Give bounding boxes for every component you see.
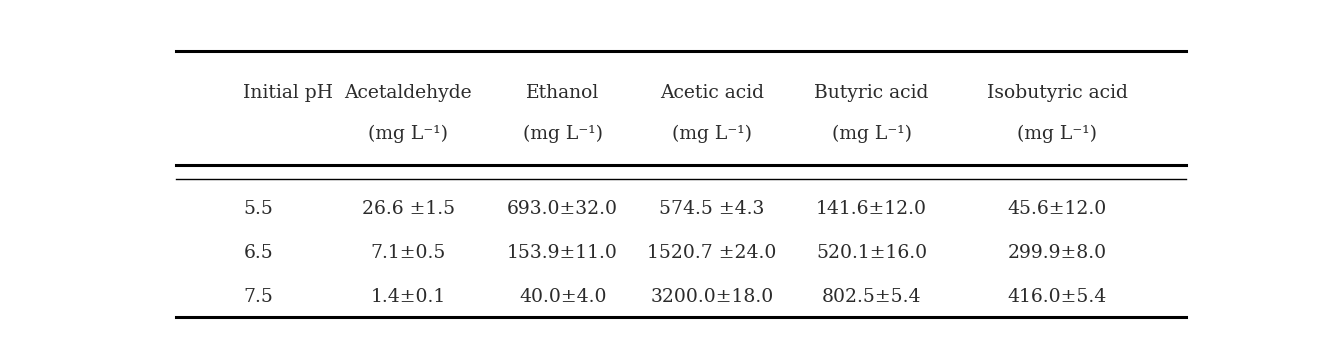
Text: 45.6±12.0: 45.6±12.0 bbox=[1007, 200, 1107, 218]
Text: 520.1±16.0: 520.1±16.0 bbox=[816, 244, 928, 262]
Text: 5.5: 5.5 bbox=[243, 200, 274, 218]
Text: 153.9±11.0: 153.9±11.0 bbox=[508, 244, 618, 262]
Text: 693.0±32.0: 693.0±32.0 bbox=[508, 200, 618, 218]
Text: 802.5±5.4: 802.5±5.4 bbox=[821, 288, 921, 306]
Text: Acetaldehyde: Acetaldehyde bbox=[344, 84, 472, 102]
Text: Initial pH: Initial pH bbox=[243, 84, 334, 102]
Text: 40.0±4.0: 40.0±4.0 bbox=[518, 288, 606, 306]
Text: (mg L⁻¹): (mg L⁻¹) bbox=[1017, 125, 1096, 144]
Text: Ethanol: Ethanol bbox=[526, 84, 599, 102]
Text: (mg L⁻¹): (mg L⁻¹) bbox=[672, 125, 752, 144]
Text: 299.9±8.0: 299.9±8.0 bbox=[1007, 244, 1107, 262]
Text: (mg L⁻¹): (mg L⁻¹) bbox=[522, 125, 602, 144]
Text: Butyric acid: Butyric acid bbox=[815, 84, 929, 102]
Text: 141.6±12.0: 141.6±12.0 bbox=[816, 200, 928, 218]
Text: 1520.7 ±24.0: 1520.7 ±24.0 bbox=[647, 244, 776, 262]
Text: 26.6 ±1.5: 26.6 ±1.5 bbox=[361, 200, 455, 218]
Text: (mg L⁻¹): (mg L⁻¹) bbox=[832, 125, 912, 144]
Text: 7.1±0.5: 7.1±0.5 bbox=[371, 244, 445, 262]
Text: 6.5: 6.5 bbox=[243, 244, 274, 262]
Text: Isobutyric acid: Isobutyric acid bbox=[986, 84, 1127, 102]
Text: Acetic acid: Acetic acid bbox=[661, 84, 764, 102]
Text: 416.0±5.4: 416.0±5.4 bbox=[1007, 288, 1107, 306]
Text: 574.5 ±4.3: 574.5 ±4.3 bbox=[659, 200, 764, 218]
Text: 7.5: 7.5 bbox=[243, 288, 274, 306]
Text: 3200.0±18.0: 3200.0±18.0 bbox=[650, 288, 773, 306]
Text: 1.4±0.1: 1.4±0.1 bbox=[371, 288, 445, 306]
Text: (mg L⁻¹): (mg L⁻¹) bbox=[368, 125, 448, 144]
